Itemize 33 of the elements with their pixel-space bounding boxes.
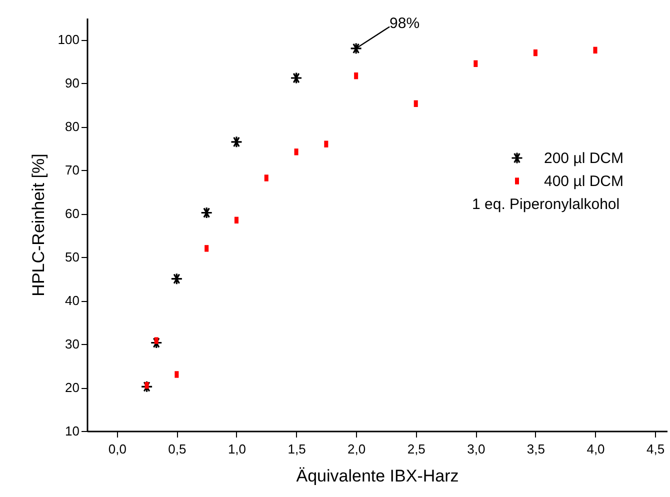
y-tick-label: 10 <box>65 424 80 438</box>
x-tick-label: 4,0 <box>586 442 605 456</box>
y-tick-label: 100 <box>58 32 80 48</box>
point <box>150 336 162 349</box>
point <box>350 42 362 54</box>
y-tick-label: 50 <box>65 250 80 265</box>
x-tick-label: 3,5 <box>526 442 545 456</box>
x-tick-label: 2,0 <box>348 442 366 456</box>
point <box>230 136 243 148</box>
x-tick-label: 0,0 <box>108 442 126 456</box>
y-tick-label: 30 <box>65 336 80 352</box>
x-tick-label: 1,5 <box>288 442 306 456</box>
x-tick-label: 4,5 <box>646 442 665 456</box>
y-axis-title: HPLC-Reinheit [%] <box>28 154 48 296</box>
point <box>140 380 153 393</box>
x-tick-label: 1,0 <box>228 442 246 456</box>
y-tick-label: 40 <box>65 293 80 308</box>
point <box>290 72 302 84</box>
x-tick-label: 0,5 <box>168 442 186 456</box>
point <box>170 272 183 285</box>
annotation: 1 eq. Piperonylalkohol <box>472 196 620 213</box>
x-tick-label: 3,0 <box>467 442 486 456</box>
legend-label: 200 µl DCM <box>544 150 624 167</box>
y-tick-label: 20 <box>65 380 80 396</box>
annotation: 98% <box>390 15 420 32</box>
y-tick-label: 60 <box>65 206 80 222</box>
y-tick-label: 80 <box>65 119 80 134</box>
legend-label: 400 µl DCM <box>544 173 624 190</box>
x-axis-title: Äquivalente IBX-Harz <box>296 466 459 486</box>
point <box>200 206 213 219</box>
y-tick-label: 90 <box>65 76 80 91</box>
y-tick-label: 70 <box>65 162 80 178</box>
x-tick-label: 2,5 <box>407 442 426 456</box>
